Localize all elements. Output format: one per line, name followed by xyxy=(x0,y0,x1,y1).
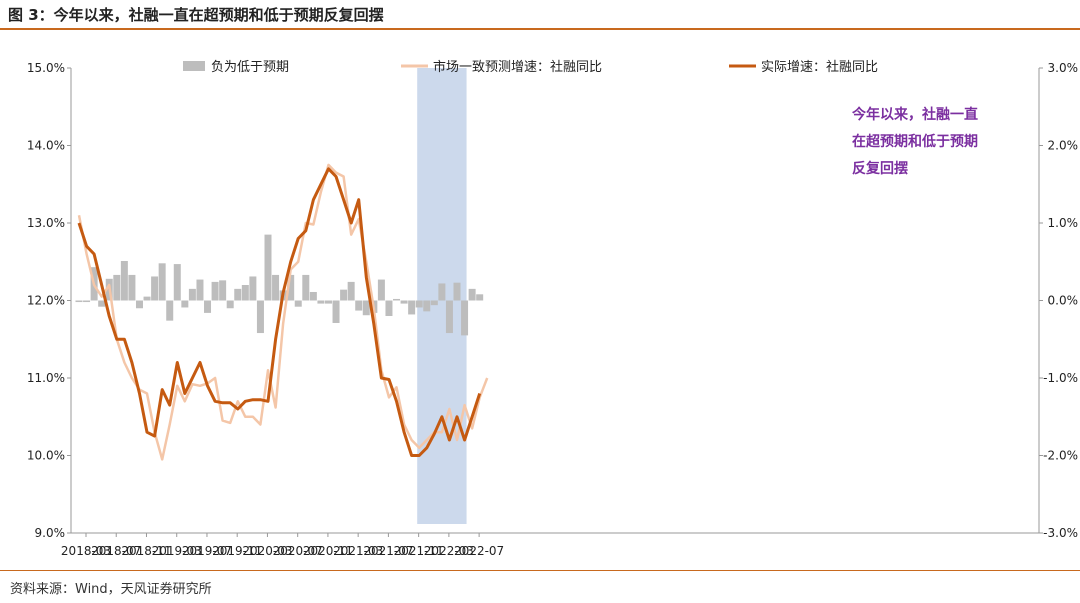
annotation-line: 在超预期和低于预期 xyxy=(852,133,978,150)
y-left-tick-label: 12.0% xyxy=(27,294,65,308)
surprise-bar xyxy=(415,300,423,308)
x-tick-label: 2019-03 xyxy=(152,544,202,558)
x-tick-label: 2022-07 xyxy=(454,544,504,558)
y-right-tick-label: -1.0% xyxy=(1043,371,1078,385)
surprise-bar xyxy=(332,300,340,323)
y-left-tick-label: 9.0% xyxy=(35,526,66,540)
surprise-bar xyxy=(135,300,143,309)
legend: 负为低于预期 市场一致预测增速：社融同比 实际增速：社融同比 xyxy=(183,59,878,75)
surprise-bar xyxy=(423,300,431,312)
y-left-tick-label: 13.0% xyxy=(27,216,65,230)
annotation-line: 今年以来，社融一直 xyxy=(851,106,978,123)
y-right-tick-label: 0.0% xyxy=(1048,294,1079,308)
y-left-tick-label: 11.0% xyxy=(27,371,65,385)
surprise-bar xyxy=(241,285,249,301)
surprise-bar xyxy=(120,260,128,301)
surprise-bar xyxy=(385,300,393,316)
surprise-bar xyxy=(476,294,484,301)
surprise-bar xyxy=(430,300,438,306)
surprise-bar xyxy=(438,283,446,301)
y-right-tick-label: 1.0% xyxy=(1048,216,1079,230)
x-tick-label: 2021-11 xyxy=(394,544,444,558)
surprise-bar xyxy=(377,279,385,301)
surprise-bar xyxy=(204,300,212,313)
surprise-bar xyxy=(83,300,91,303)
chart: 9.0% 10.0% 11.0% 12.0% 13.0% 14.0% 15.0% -3.0% -… xyxy=(27,59,1078,558)
surprise-bar xyxy=(362,300,370,316)
x-tick-label: 2021-03 xyxy=(333,544,383,558)
figure-title: 图 3：今年以来，社融一直在超预期和低于预期反复回摆 xyxy=(8,6,384,24)
legend-label-bars: 负为低于预期 xyxy=(211,60,289,75)
surprise-bar xyxy=(317,300,325,304)
surprise-bar xyxy=(340,289,348,301)
axes: 9.0% 10.0% 11.0% 12.0% 13.0% 14.0% 15.0% -3.0% -… xyxy=(27,61,1078,558)
surprise-bar xyxy=(173,264,181,301)
y-right-tick-label: 2.0% xyxy=(1048,139,1079,153)
x-tick-label: 2018-03 xyxy=(61,544,111,558)
surprise-bar xyxy=(468,288,476,301)
surprise-bar xyxy=(272,274,280,301)
x-tick-label: 2020-11 xyxy=(303,544,353,558)
y-right-tick-label: 3.0% xyxy=(1048,61,1079,75)
y-left-tick-label: 14.0% xyxy=(27,139,65,153)
surprise-bar xyxy=(400,300,408,304)
y-left-tick-label: 15.0% xyxy=(27,61,65,75)
y-right-tick-label: -3.0% xyxy=(1043,526,1078,540)
surprise-bar xyxy=(226,300,234,309)
legend-swatch-bars xyxy=(183,61,205,71)
surprise-bar xyxy=(445,300,453,334)
surprise-bar xyxy=(219,280,227,301)
surprise-bar xyxy=(196,279,204,301)
x-tick-label: 2020-07 xyxy=(273,544,323,558)
x-tick-label: 2022-03 xyxy=(424,544,474,558)
surprise-bar xyxy=(256,300,264,334)
surprise-bar xyxy=(393,298,401,301)
surprise-bar xyxy=(309,291,317,301)
y-left-tick-label: 10.0% xyxy=(27,449,65,463)
x-tick-label: 2020-03 xyxy=(242,544,292,558)
surprise-bar xyxy=(347,281,355,301)
source-note: 资料来源：Wind，天风证券研究所 xyxy=(10,582,212,597)
surprise-bar xyxy=(75,300,83,303)
surprise-bar xyxy=(151,276,159,301)
legend-label-expected: 市场一致预测增速：社融同比 xyxy=(433,59,602,75)
x-tick-label: 2019-11 xyxy=(212,544,262,558)
surprise-bar xyxy=(98,300,106,307)
y-right-tick-label: -2.0% xyxy=(1043,449,1078,463)
surprise-bar xyxy=(188,288,196,301)
surprise-bar xyxy=(287,274,295,301)
annotation-line: 反复回摆 xyxy=(852,160,908,177)
surprise-bar xyxy=(294,300,302,307)
surprise-bar xyxy=(453,282,461,301)
surprise-bar xyxy=(264,234,272,301)
series-expected-line xyxy=(77,163,489,461)
surprise-bar xyxy=(355,300,363,311)
series-lines xyxy=(77,163,489,461)
legend-label-actual: 实际增速：社融同比 xyxy=(761,59,878,75)
annotation: 今年以来，社融一直在超预期和低于预期反复回摆 xyxy=(851,106,978,177)
surprise-bar xyxy=(302,274,310,301)
surprise-bar xyxy=(234,288,242,301)
series-actual-line xyxy=(77,167,482,457)
x-tick-label: 2018-07 xyxy=(91,544,141,558)
source-rule xyxy=(0,570,1080,571)
surprise-bar xyxy=(181,300,189,308)
x-tick-label: 2021-07 xyxy=(363,544,413,558)
surprise-bar xyxy=(113,274,121,301)
surprise-bar xyxy=(128,274,136,301)
surprise-bar xyxy=(158,263,166,301)
surprise-bar xyxy=(324,300,332,304)
surprise-bar xyxy=(408,300,416,315)
title-rule xyxy=(0,28,1080,30)
x-tick-label: 2018-11 xyxy=(121,544,171,558)
surprise-bar xyxy=(166,300,174,321)
surprise-bar xyxy=(211,281,219,301)
surprise-bar xyxy=(143,296,151,301)
surprise-bar xyxy=(461,300,469,336)
x-tick-label: 2019-07 xyxy=(182,544,232,558)
surprise-bar xyxy=(249,276,257,301)
